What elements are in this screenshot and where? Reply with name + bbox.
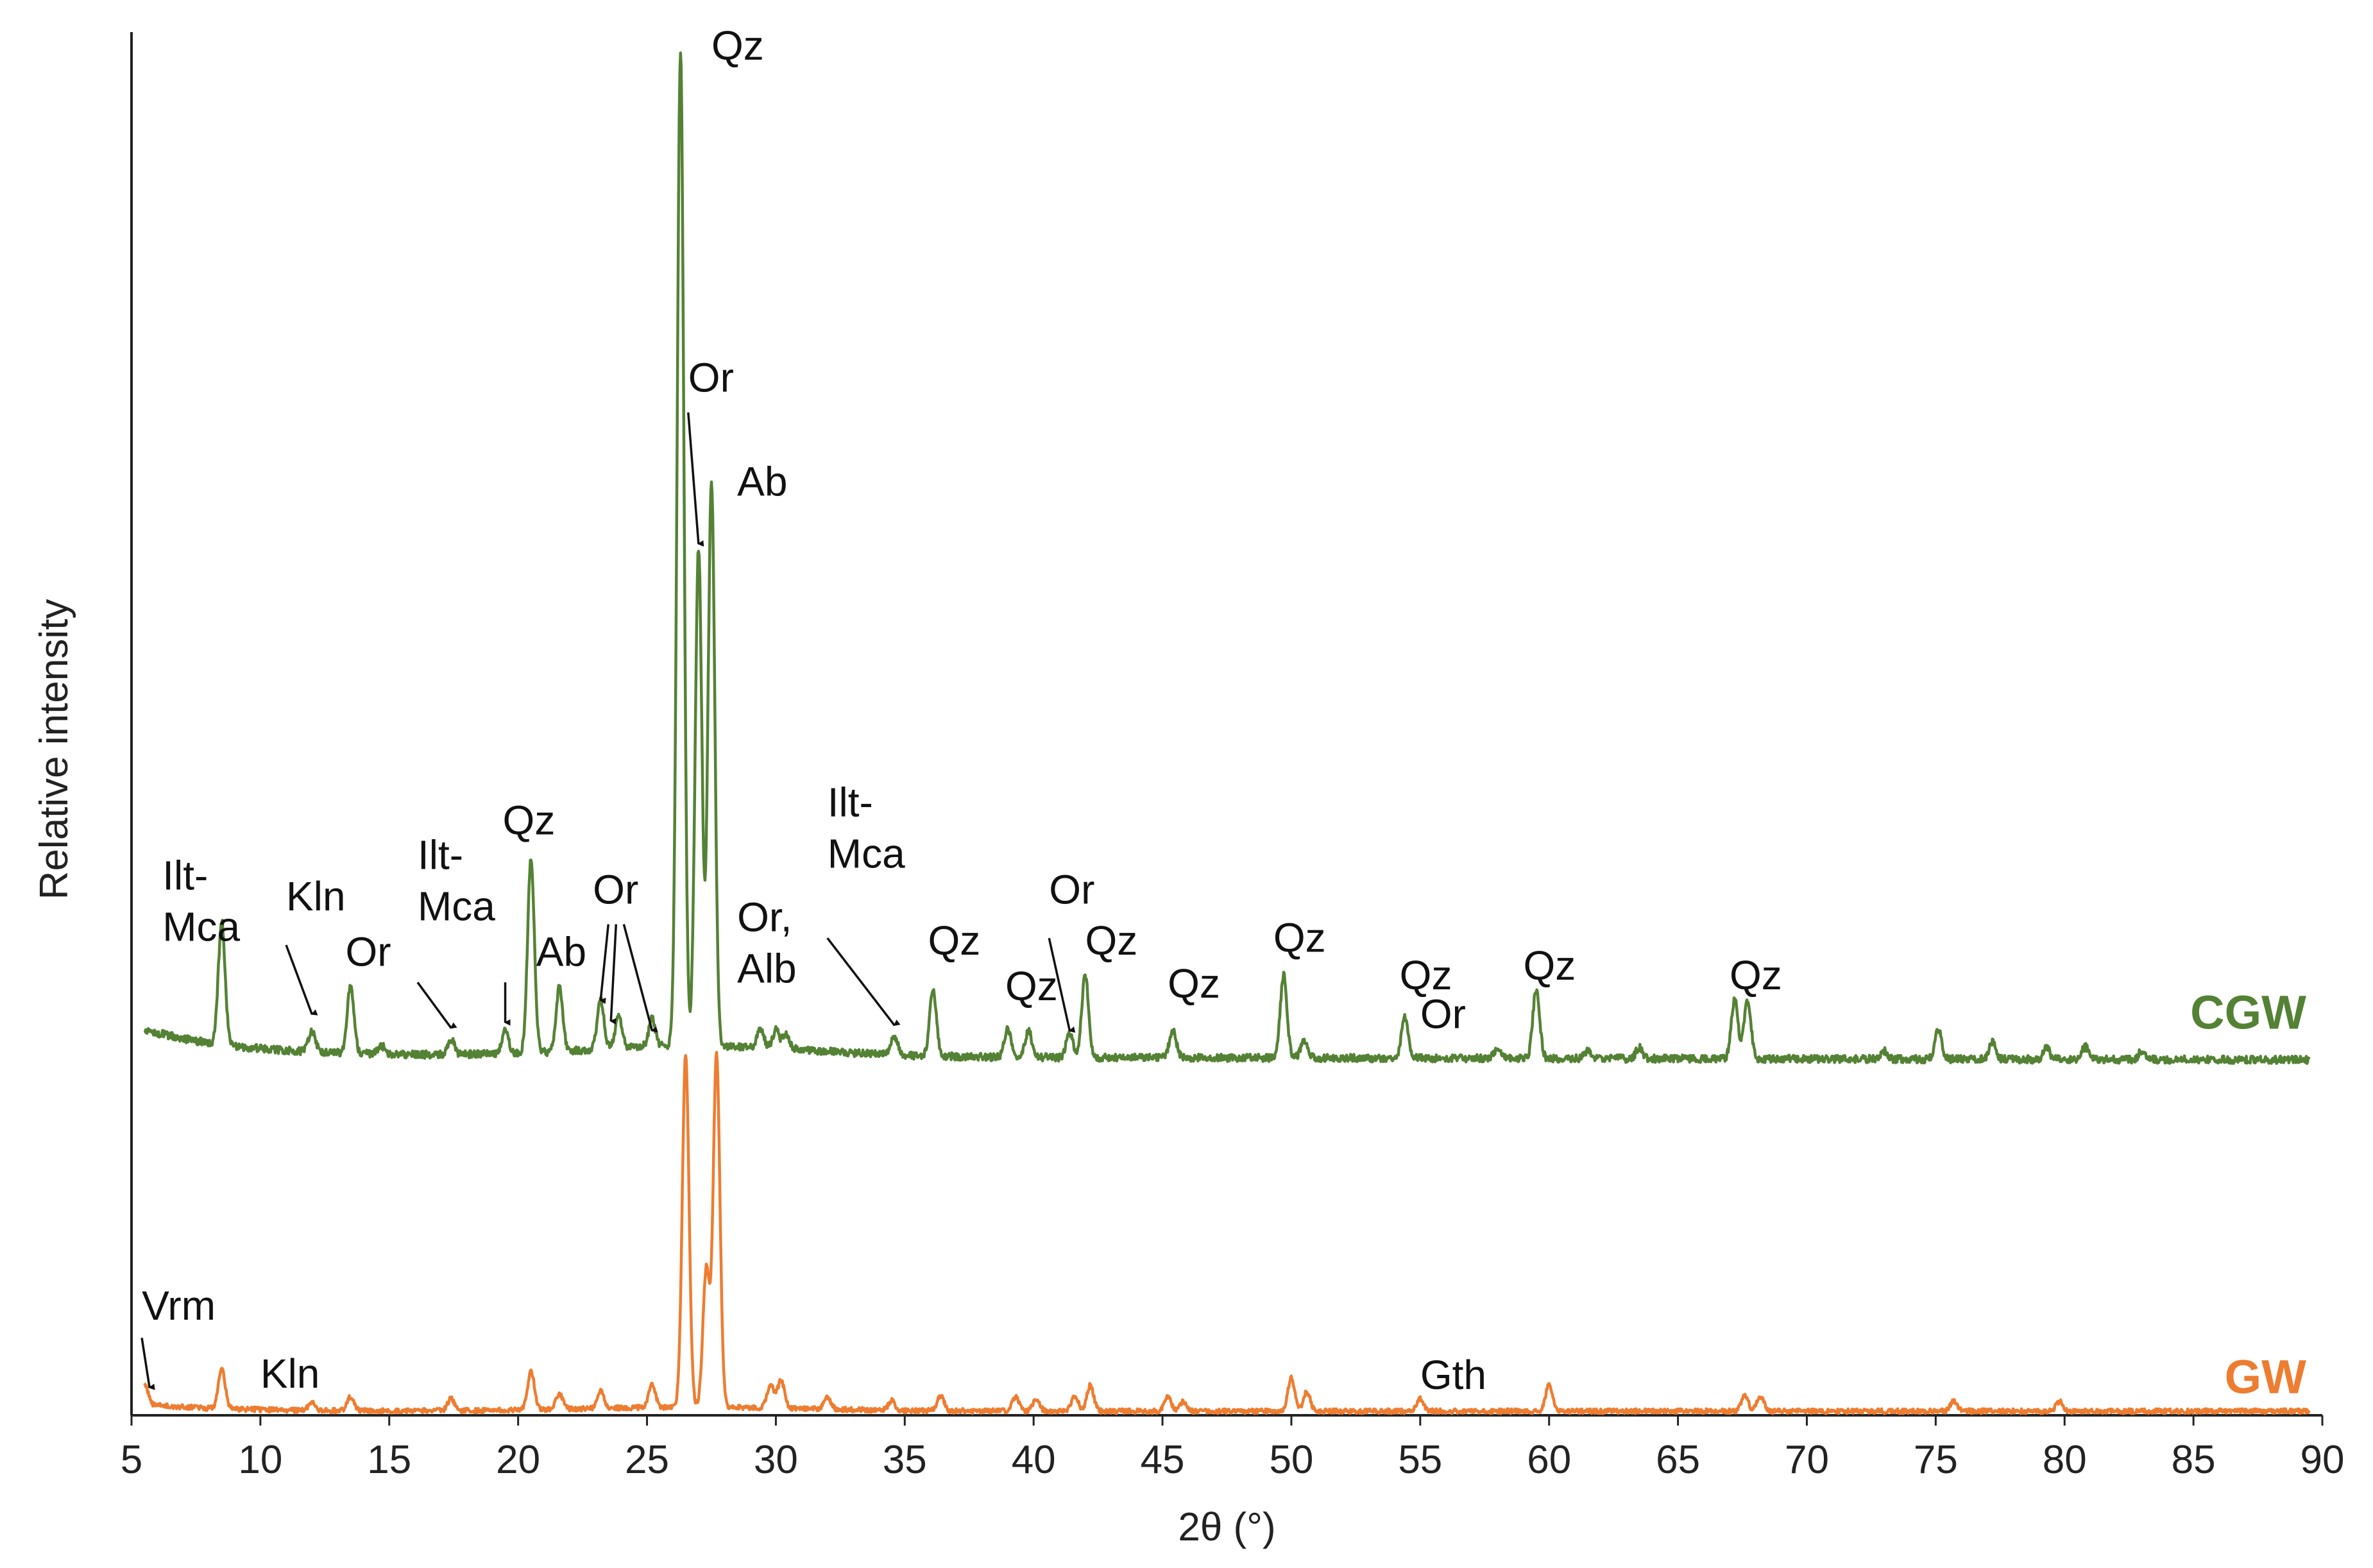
peak-label: Mca — [828, 830, 905, 876]
peak-annotation: Kln — [285, 873, 346, 1016]
peak-arrow — [609, 924, 618, 1025]
peak-label: Qz — [711, 22, 764, 69]
peak-annotation: Gth — [1420, 1352, 1486, 1398]
peak-annotation: Qz — [1085, 917, 1138, 964]
peak-annotation — [622, 924, 658, 1033]
peak-annotation: Or — [593, 866, 638, 912]
peak-label: Qz — [1524, 942, 1576, 989]
x-tick-label: 60 — [1527, 1438, 1571, 1482]
peak-annotation: Vrm — [140, 1283, 216, 1390]
series-gw — [143, 1050, 2311, 1415]
peak-label: Qz — [1730, 952, 1782, 998]
peak-arrow — [687, 412, 704, 547]
peak-label: Ilt- — [162, 853, 208, 899]
peak-annotation: Ilt- Mca — [416, 831, 495, 1029]
peak-annotation: Qz — [503, 797, 556, 843]
peak-label: Or, — [737, 894, 792, 940]
peak-annotation: Or — [345, 928, 391, 975]
peak-label: Or — [1049, 866, 1094, 912]
peak-arrow — [622, 924, 658, 1033]
peak-arrow — [416, 982, 457, 1029]
peak-annotation: Qz — [1005, 963, 1058, 1009]
series-name-cgw: CGW — [2190, 985, 2306, 1039]
peak-label: Qz — [1085, 917, 1138, 964]
peak-annotation: Ab — [536, 928, 586, 975]
x-tick-label: 55 — [1398, 1438, 1442, 1482]
annotations: QzOrAbIlt-McaKlnOrIlt-McaQzAbOrOr,AlbIlt… — [140, 22, 1782, 1398]
x-tick-label: 15 — [367, 1438, 411, 1482]
peak-annotation — [599, 924, 610, 1004]
peak-label: Qz — [928, 917, 980, 964]
x-tick-label: 90 — [2301, 1438, 2345, 1482]
peak-label: Ab — [536, 928, 586, 975]
peak-annotation: Or — [687, 355, 734, 547]
series-layer: CGW GW — [143, 51, 2311, 1415]
peak-annotation: Qz — [928, 917, 980, 964]
peak-label: Mca — [418, 883, 495, 929]
peak-label: Or — [1420, 991, 1466, 1037]
peak-label: Qz — [1400, 952, 1452, 998]
x-tick-label: 20 — [496, 1438, 540, 1482]
peak-arrow — [140, 1337, 155, 1390]
x-tick-label: 75 — [1914, 1438, 1958, 1482]
peak-annotation: Qz — [1400, 952, 1452, 998]
peak-annotation: Qz — [1730, 952, 1782, 998]
peak-label: Kln — [286, 873, 346, 919]
peak-label: Qz — [503, 797, 556, 843]
x-tick-label: 10 — [238, 1438, 282, 1482]
peak-annotation — [609, 924, 618, 1025]
x-tick-label: 80 — [2043, 1438, 2087, 1482]
x-tick-label: 70 — [1785, 1438, 1829, 1482]
peak-annotation: Qz — [1524, 942, 1576, 989]
peak-label: Qz — [1005, 963, 1058, 1009]
x-tick-label: 30 — [754, 1438, 798, 1482]
peak-label: Kln — [260, 1351, 320, 1397]
x-tick-label: 65 — [1656, 1438, 1700, 1482]
peak-annotation: Or — [1048, 866, 1094, 1033]
peak-arrow — [1048, 937, 1076, 1033]
x-tick-label: 45 — [1141, 1438, 1185, 1482]
peak-label: Mca — [162, 904, 240, 950]
series-line-cgw — [143, 51, 2311, 1065]
peak-arrow — [826, 937, 901, 1027]
x-tick-label: 50 — [1269, 1438, 1313, 1482]
x-tick-label: 40 — [1012, 1438, 1056, 1482]
peak-annotation: Qz — [1168, 960, 1220, 1007]
x-tick-label: 35 — [883, 1438, 927, 1482]
series-name-gw: GW — [2225, 1351, 2307, 1404]
x-tick-label: 5 — [121, 1438, 142, 1482]
series-line-gw — [143, 1050, 2311, 1415]
peak-label: Vrm — [142, 1283, 216, 1329]
y-axis-title: Relative intensity — [32, 599, 76, 900]
peak-label: Alb — [737, 945, 797, 991]
peak-annotation: Qz — [711, 22, 764, 69]
peak-label: Or — [593, 866, 638, 912]
x-axis-title: 2θ (°) — [1178, 1505, 1275, 1549]
peak-annotation: Or, Alb — [737, 894, 797, 991]
x-tick-label: 25 — [625, 1438, 669, 1482]
axes: 5 10 15 20 25 30 35 40 45 50 55 60 65 70 75 80 85 90 — [121, 32, 2345, 1482]
peak-annotation: Qz — [1273, 915, 1326, 961]
peak-label: Ilt- — [418, 831, 463, 878]
peak-annotation: Kln — [260, 1351, 320, 1397]
peak-label: Qz — [1273, 915, 1326, 961]
peak-label: Gth — [1420, 1352, 1486, 1398]
peak-annotation: Ab — [737, 458, 787, 504]
peak-label: Ab — [737, 458, 787, 504]
peak-arrow — [285, 944, 318, 1016]
peak-label: Ilt- — [828, 779, 873, 825]
peak-arrow — [599, 924, 610, 1004]
peak-annotation: Ilt- Mca — [826, 779, 905, 1027]
peak-annotation: Ilt- Mca — [162, 853, 240, 950]
series-cgw — [143, 51, 2311, 1065]
x-tick-label: 85 — [2172, 1438, 2216, 1482]
peak-label: Or — [688, 355, 734, 401]
peak-label: Or — [345, 928, 391, 975]
peak-annotation: Or — [1420, 991, 1466, 1037]
peak-label: Qz — [1168, 960, 1220, 1007]
